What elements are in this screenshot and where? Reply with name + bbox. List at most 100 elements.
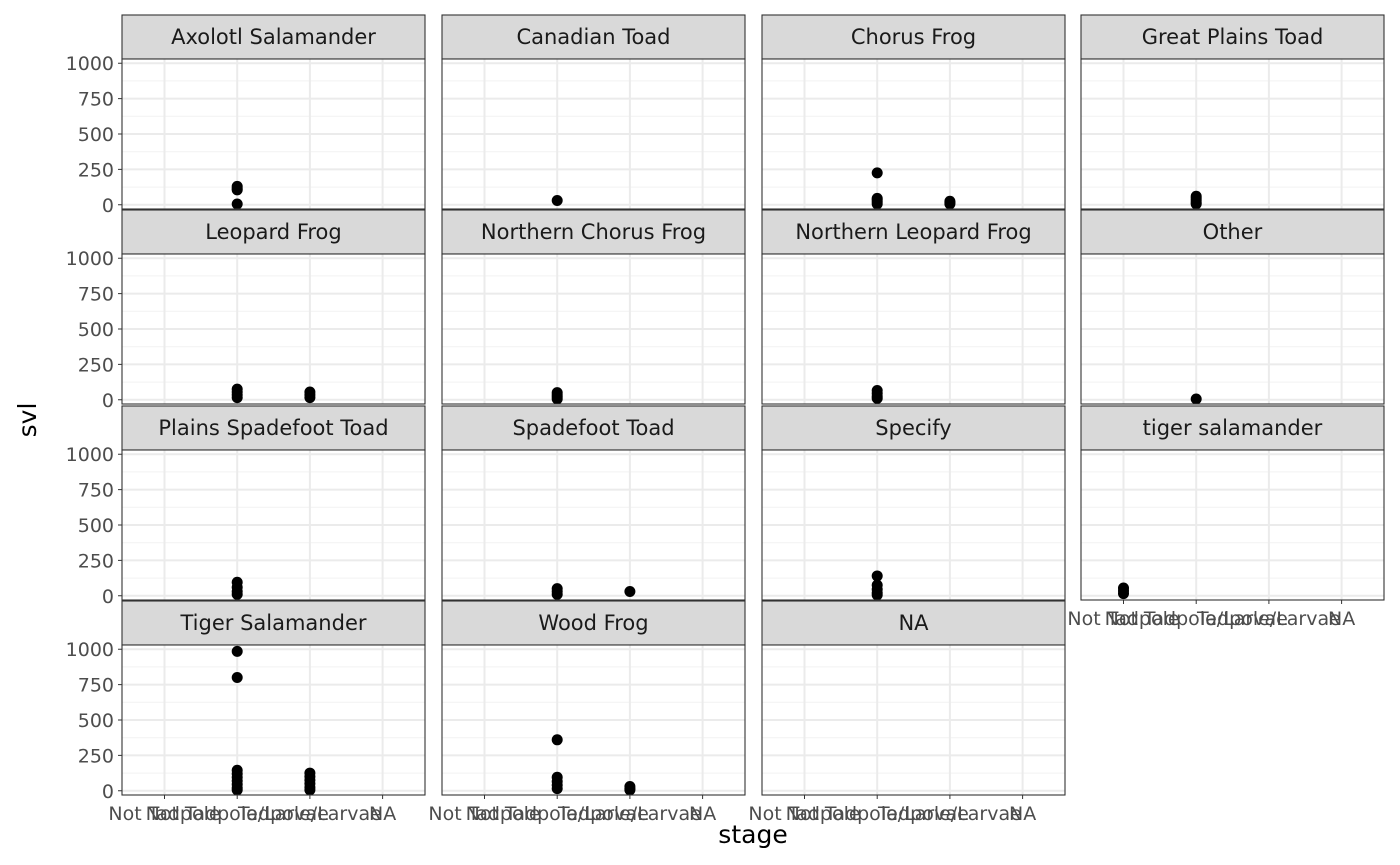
facet-panel: Axolotl Salamander 0 250 500 750 1000: [66, 14, 426, 217]
facet-strip-label: Chorus Frog: [851, 25, 976, 49]
x-tick-label: Not Tadpole: [1067, 608, 1179, 630]
x-tick-label: Not Tadpole: [108, 803, 220, 825]
panel-border: [761, 58, 1066, 210]
data-point: [624, 784, 636, 796]
y-tick-label: 1000: [66, 444, 114, 466]
facet-strip: [441, 600, 746, 646]
y-tick-label: 750: [78, 284, 114, 306]
facet-strip: [761, 600, 1066, 646]
y-tick-label: 1000: [66, 639, 114, 661]
facet-panel: Chorus Frog: [761, 14, 1066, 210]
x-axis-title: stage: [718, 820, 787, 849]
y-tick-label: 1000: [66, 248, 114, 270]
panel-border: [761, 253, 1066, 405]
facet-strip-label: Tiger Salamander: [180, 611, 367, 635]
data-point: [944, 198, 956, 210]
facet-panel: Canadian Toad: [441, 14, 746, 210]
facet-strip-label: Axolotl Salamander: [171, 25, 376, 49]
facet-panel: Great Plains Toad: [1080, 14, 1385, 210]
facet-strip: [121, 600, 426, 646]
facet-strip: [441, 405, 746, 451]
data-point: [871, 570, 883, 582]
facet-strip: [441, 209, 746, 255]
facet-panel: Leopard Frog 0 250 500 750 1000: [66, 209, 426, 412]
x-tick-label: Not Tadpole/Larvae: [146, 803, 329, 825]
y-tick-label: 750: [78, 480, 114, 502]
data-point: [231, 784, 243, 796]
panel-border: [441, 644, 746, 796]
x-tick-label: Not Tadpole/Larvae: [1105, 608, 1288, 630]
y-tick-label: 750: [78, 89, 114, 111]
facet-panel: Northern Leopard Frog: [761, 209, 1066, 405]
facet-strip-label: tiger salamander: [1143, 416, 1323, 440]
data-point: [551, 393, 563, 405]
x-tick-label: Tadpole/Larvae: [1196, 608, 1341, 630]
data-point: [231, 392, 243, 404]
data-point: [1190, 198, 1202, 210]
facet-strip-label: Great Plains Toad: [1142, 25, 1324, 49]
data-point: [231, 198, 243, 210]
panel-border: [441, 253, 746, 405]
facet-panel: Tiger Salamander 0 250 500 750 1000 Not Tadpol…: [66, 600, 426, 825]
x-tick-label: Tadpole/Larvae: [877, 803, 1022, 825]
facet-strip-label: Leopard Frog: [205, 220, 341, 244]
facet-strip-label: Northern Leopard Frog: [795, 220, 1031, 244]
x-tick-label: Not Tadpole/Larvae: [466, 803, 649, 825]
facet-panel: Plains Spadefoot Toad 0 250 500 750 1000: [66, 405, 426, 608]
panel-border: [761, 449, 1066, 601]
facet-strip-label: Plains Spadefoot Toad: [158, 416, 388, 440]
y-tick-label: 500: [78, 515, 114, 537]
y-tick-label: 250: [78, 550, 114, 572]
data-point: [1190, 393, 1202, 405]
facet-strip: [121, 209, 426, 255]
data-point: [231, 672, 243, 684]
panel-border: [441, 58, 746, 210]
y-tick-label: 0: [102, 390, 114, 412]
facet-strip-label: NA: [898, 611, 929, 635]
data-point: [624, 586, 636, 598]
facet-strip-label: Northern Chorus Frog: [481, 220, 706, 244]
data-point: [304, 392, 316, 404]
y-axis-title: svl: [13, 403, 42, 438]
facet-strip: [761, 405, 1066, 451]
y-tick-label: 250: [78, 159, 114, 181]
x-tick-label: Tadpole/Larvae: [557, 803, 702, 825]
data-point: [871, 198, 883, 210]
y-tick-label: 0: [102, 586, 114, 608]
data-point: [231, 184, 243, 196]
x-tick-label: Not Tadpole/Larvae: [786, 803, 969, 825]
panel-border: [441, 449, 746, 601]
x-tick-label: Tadpole/Larvae: [237, 803, 382, 825]
y-tick-label: 500: [78, 319, 114, 341]
facet-strip-label: Spadefoot Toad: [512, 416, 674, 440]
y-tick-label: 500: [78, 710, 114, 732]
x-tick-label: NA: [1009, 803, 1036, 825]
y-tick-label: 1000: [66, 53, 114, 75]
x-tick-label: Not Tadpole: [428, 803, 540, 825]
facet-strip: [761, 14, 1066, 60]
facet-panel: Other: [1080, 209, 1385, 405]
data-point: [1118, 588, 1129, 600]
y-tick-label: 250: [78, 354, 114, 376]
data-point: [551, 588, 563, 600]
data-point: [871, 167, 883, 179]
panel-border: [761, 644, 1066, 796]
panel-border: [1080, 449, 1385, 601]
data-point: [551, 195, 563, 207]
data-point: [871, 392, 883, 404]
panel-border: [1080, 58, 1385, 210]
x-tick-label: NA: [689, 803, 716, 825]
data-point: [231, 588, 243, 600]
data-point: [871, 589, 883, 601]
facet-panel: Spadefoot Toad: [441, 405, 746, 601]
facet-strip: [761, 209, 1066, 255]
y-tick-label: 0: [102, 781, 114, 803]
facet-strip: [1080, 209, 1385, 255]
x-tick-label: NA: [369, 803, 396, 825]
facet-panel: Northern Chorus Frog: [441, 209, 746, 405]
panel-border: [1080, 253, 1385, 405]
